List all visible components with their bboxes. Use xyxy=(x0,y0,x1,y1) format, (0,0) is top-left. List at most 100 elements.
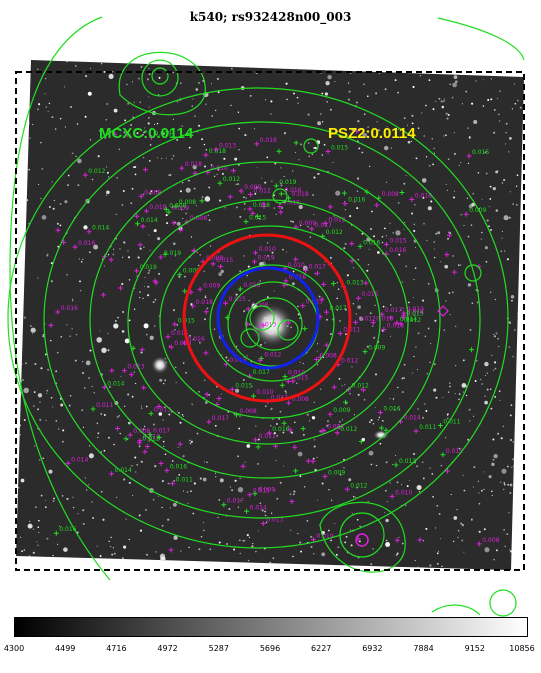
star xyxy=(70,557,72,560)
star xyxy=(198,548,201,551)
star xyxy=(164,453,167,455)
star xyxy=(244,461,246,463)
star xyxy=(243,539,246,542)
star xyxy=(326,101,328,103)
star xyxy=(486,372,488,374)
star xyxy=(339,473,342,476)
star xyxy=(219,199,222,202)
star xyxy=(436,552,439,555)
star xyxy=(452,540,455,543)
galaxy-marker xyxy=(399,189,405,195)
star xyxy=(492,369,495,371)
star xyxy=(162,132,165,135)
star xyxy=(446,189,448,192)
redshift-label: 0.016 xyxy=(188,336,205,343)
redshift-label: 0.013 xyxy=(229,357,246,364)
star xyxy=(209,245,212,247)
star xyxy=(384,511,386,514)
star xyxy=(329,108,332,111)
star xyxy=(162,440,165,443)
star xyxy=(498,113,500,116)
star xyxy=(460,161,462,164)
star xyxy=(283,132,286,135)
star xyxy=(514,329,516,331)
star xyxy=(239,500,241,502)
star xyxy=(500,481,502,483)
star xyxy=(517,356,520,358)
galaxy-marker xyxy=(255,444,261,450)
redshift-label: 0.013 xyxy=(154,407,171,414)
star xyxy=(149,192,152,195)
star xyxy=(163,382,165,385)
galaxy-marker xyxy=(293,468,299,474)
star xyxy=(375,92,378,95)
star xyxy=(368,450,374,456)
star xyxy=(83,225,88,230)
star xyxy=(509,483,513,487)
star xyxy=(438,512,441,515)
star xyxy=(397,91,399,94)
star xyxy=(272,557,275,560)
star xyxy=(285,82,288,85)
star xyxy=(100,451,102,453)
galaxy-marker xyxy=(331,384,337,390)
star xyxy=(329,256,332,259)
star xyxy=(148,73,151,75)
star xyxy=(421,178,427,183)
star xyxy=(385,539,388,542)
star xyxy=(157,237,161,241)
star xyxy=(185,187,191,193)
star xyxy=(77,513,79,515)
colorbar-tick: 4300 xyxy=(3,644,25,653)
star xyxy=(292,555,294,558)
star xyxy=(478,207,480,210)
star xyxy=(453,75,458,79)
galaxy-marker xyxy=(290,378,296,384)
star xyxy=(460,213,463,216)
star xyxy=(398,409,400,411)
galaxy-marker xyxy=(153,280,159,286)
star xyxy=(490,388,492,390)
star xyxy=(489,197,492,200)
star xyxy=(300,143,302,146)
star xyxy=(106,194,108,196)
star xyxy=(64,200,68,204)
galaxy-marker xyxy=(469,347,475,353)
star xyxy=(112,253,115,256)
star xyxy=(145,405,148,408)
star xyxy=(198,341,201,344)
star xyxy=(425,156,428,158)
galaxy-marker xyxy=(400,314,406,320)
star xyxy=(347,82,350,84)
star xyxy=(66,497,69,500)
galaxy-marker xyxy=(250,393,256,399)
star xyxy=(381,241,384,244)
blue-aperture-circle xyxy=(216,266,320,370)
star xyxy=(311,153,314,156)
star xyxy=(520,518,522,520)
star xyxy=(476,301,479,304)
galaxy-marker xyxy=(142,449,148,455)
star xyxy=(494,298,496,301)
star xyxy=(285,392,288,394)
star xyxy=(335,190,341,196)
galaxy-marker xyxy=(327,204,333,210)
star xyxy=(488,205,490,208)
redshift-label: 0.015 xyxy=(361,291,378,298)
star xyxy=(279,410,282,413)
redshift-label: 0.015 xyxy=(253,488,270,495)
star xyxy=(134,173,137,176)
star xyxy=(37,108,39,111)
galaxy-marker xyxy=(163,206,169,212)
star xyxy=(509,191,511,193)
galaxy-marker xyxy=(253,437,259,443)
galaxy-marker xyxy=(165,334,171,340)
star xyxy=(23,208,25,210)
star xyxy=(20,363,23,365)
star xyxy=(32,405,35,407)
star xyxy=(255,550,257,553)
star xyxy=(203,529,205,532)
star xyxy=(435,232,438,235)
colorbar-tick: 9152 xyxy=(464,644,485,653)
star xyxy=(48,469,53,474)
